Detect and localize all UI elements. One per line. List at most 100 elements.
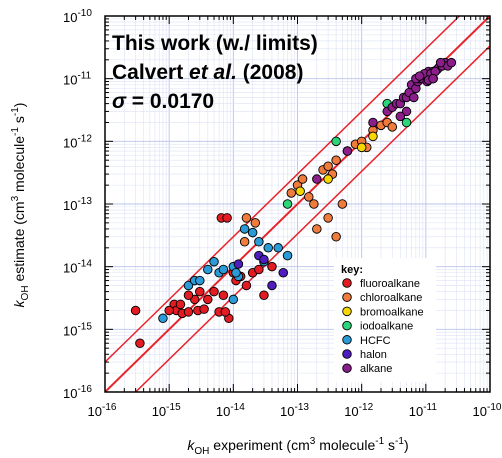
data-point-hcfc — [203, 264, 213, 275]
data-point-alkane — [414, 71, 425, 81]
legend-label-bromoalkane: bromoalkane — [360, 306, 424, 318]
y-tick-label: 10-12 — [63, 133, 92, 150]
data-point-alkane — [312, 174, 322, 184]
data-point-fluoroalkane — [267, 261, 277, 272]
annotation-line1: This work (w./ limits) — [112, 32, 318, 55]
data-point-alkane — [409, 92, 419, 103]
legend-title: key: — [341, 264, 363, 276]
y-axis-label: kOH estimate (cm3 molecule-1 s-1) — [10, 103, 31, 308]
data-point-hcfc — [263, 243, 273, 253]
data-point-fluoroalkane — [183, 307, 194, 317]
data-point-bromoalkane — [295, 186, 305, 196]
data-point-chloroalkane — [312, 224, 322, 234]
legend-marker-bromoalkane — [342, 306, 352, 317]
legend-label-hcfc: HCFC — [360, 335, 391, 347]
data-point-chloroalkane — [309, 199, 319, 209]
data-point-fluoroalkane — [195, 286, 205, 297]
data-point-halon — [278, 267, 289, 278]
series-halon — [233, 250, 289, 291]
legend-label-iodoalkane: iodoalkane — [360, 321, 413, 333]
legend-label-chloroalkane: chloroalkane — [360, 292, 422, 304]
x-tick-label: 10-10 — [473, 402, 502, 419]
data-point-fluoroalkane — [218, 290, 229, 300]
x-tick-label: 10-13 — [280, 402, 309, 419]
y-tick-label: 10-10 — [63, 8, 92, 25]
data-point-alkane — [435, 57, 446, 68]
legend-label-alkane: alkane — [360, 363, 392, 375]
data-point-chloroalkane — [239, 236, 250, 247]
data-point-hcfc — [218, 264, 229, 275]
x-tick-label: 10-11 — [409, 402, 438, 419]
data-point-hcfc — [183, 280, 194, 291]
data-point-bromoalkane — [356, 142, 367, 153]
data-point-alkane — [395, 111, 406, 122]
data-point-iodoalkane — [401, 117, 412, 128]
legend-marker-chloroalkane — [342, 292, 352, 302]
legend-box — [334, 258, 436, 382]
data-point-fluoroalkane — [222, 213, 232, 223]
data-point-hcfc — [209, 256, 219, 267]
legend-marker-halon — [342, 349, 352, 359]
legend-marker-alkane — [342, 363, 352, 373]
data-point-fluoroalkane — [164, 305, 174, 316]
series-bromoalkane — [295, 131, 378, 196]
data-point-chloroalkane — [331, 232, 341, 242]
data-point-hcfc — [231, 267, 241, 278]
data-point-fluoroalkane — [259, 290, 269, 300]
data-points — [130, 57, 457, 348]
reference-line-lower — [134, 45, 490, 392]
data-point-chloroalkane — [297, 174, 308, 184]
data-point-chloroalkane — [323, 161, 333, 172]
reference-line-upper — [105, 16, 461, 363]
data-point-iodoalkane — [331, 136, 341, 147]
legend-label-halon: halon — [360, 349, 387, 361]
annotation-line2: Calvert et al. (2008) — [112, 61, 303, 84]
data-point-chloroalkane — [250, 218, 261, 228]
data-point-alkane — [342, 146, 353, 156]
data-point-halon — [233, 259, 244, 269]
data-point-hcfc — [273, 243, 283, 253]
x-tick-label: 10-14 — [216, 402, 245, 419]
data-point-fluoroalkane — [135, 338, 145, 348]
y-tick-label: 10-16 — [63, 384, 92, 401]
legend-marker-hcfc — [342, 335, 352, 345]
data-point-fluoroalkane — [175, 299, 186, 310]
data-point-hcfc — [239, 224, 250, 234]
data-point-iodoalkane — [282, 199, 293, 209]
legend-label-fluoroalkane: fluoroalkane — [360, 278, 420, 290]
annotation-line3: σ = 0.0170 — [112, 90, 214, 113]
x-tick-label: 10-16 — [88, 402, 117, 419]
data-point-chloroalkane — [387, 122, 398, 132]
series-hcfc — [158, 224, 293, 324]
legend: key: fluoroalkane chloroalkane bromoalkane… — [334, 258, 436, 382]
legend-marker-fluoroalkane — [342, 278, 352, 288]
data-point-fluoroalkane — [254, 264, 264, 275]
y-tick-label: 10-13 — [63, 196, 92, 213]
series-alkane — [312, 57, 457, 184]
data-point-alkane — [401, 106, 412, 117]
data-point-hcfc — [247, 227, 258, 238]
data-point-chloroalkane — [323, 213, 333, 223]
data-point-fluoroalkane — [203, 294, 213, 305]
data-point-fluoroalkane — [183, 290, 194, 300]
data-point-fluoroalkane — [209, 286, 219, 297]
data-point-chloroalkane — [286, 188, 297, 198]
data-point-fluoroalkane — [199, 304, 209, 314]
x-tick-label: 10-12 — [344, 402, 373, 419]
data-point-chloroalkane — [337, 199, 348, 209]
data-point-alkane — [368, 117, 378, 128]
y-tick-label: 10-15 — [63, 321, 92, 338]
data-point-chloroalkane — [304, 192, 314, 202]
data-point-chloroalkane — [241, 213, 252, 223]
data-point-fluoroalkane — [130, 305, 141, 316]
data-point-hcfc — [158, 313, 168, 324]
data-point-fluoroalkane — [220, 307, 231, 317]
data-point-hcfc — [228, 294, 239, 305]
data-point-bromoalkane — [368, 131, 378, 142]
data-point-hcfc — [195, 275, 205, 286]
data-point-chloroalkane — [331, 155, 341, 165]
data-point-bromoalkane — [323, 174, 333, 184]
x-tick-label: 10-15 — [152, 402, 181, 419]
data-point-hcfc — [282, 250, 293, 261]
